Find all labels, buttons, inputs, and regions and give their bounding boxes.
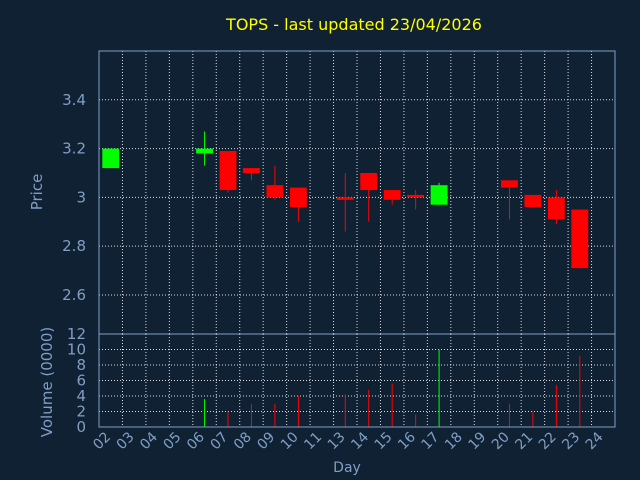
candle-body [243, 168, 260, 173]
volume-tick-label: 12 [67, 325, 86, 343]
volume-tick-label: 10 [67, 341, 86, 359]
candle-body [547, 197, 565, 220]
price-tick-label: 2.8 [62, 237, 86, 255]
volume-tick-label: 6 [76, 372, 86, 390]
volume-tick-label: 0 [76, 418, 86, 436]
volume-panel-frame [98, 333, 616, 428]
volume-tick-label: 2 [76, 403, 86, 421]
candle-body [524, 194, 542, 208]
candle-body [102, 148, 120, 169]
candle-body [289, 187, 307, 208]
price-axis-label: Price [28, 174, 46, 211]
candle-body [196, 148, 213, 154]
candle-body [383, 190, 401, 200]
price-axis-ticks: 2.6 2.8 3 3.2 3.4 [62, 91, 86, 304]
price-candles [102, 131, 589, 269]
volume-tick-label: 4 [76, 387, 86, 405]
candle-body [336, 197, 354, 200]
candle-body [501, 180, 518, 188]
volume-axis-label: Volume (0000) [38, 327, 56, 437]
candle-body [360, 172, 378, 191]
candle-body [430, 185, 448, 205]
price-tick-label: 2.6 [62, 286, 86, 304]
price-tick-label: 3.4 [62, 91, 86, 109]
price-grid [99, 51, 615, 334]
volume-grid [99, 334, 615, 427]
candle-body [571, 209, 589, 269]
day-axis-label: Day [333, 460, 361, 476]
price-tick-label: 3.2 [62, 140, 86, 158]
candle-body [266, 185, 284, 198]
volume-tick-label: 8 [76, 356, 86, 374]
candle-body [219, 151, 237, 191]
candle-body [407, 194, 425, 198]
volume-bars [204, 349, 581, 427]
price-tick-label: 3 [76, 188, 86, 206]
chart-title: TOPS - last updated 23/04/2026 [225, 15, 482, 34]
